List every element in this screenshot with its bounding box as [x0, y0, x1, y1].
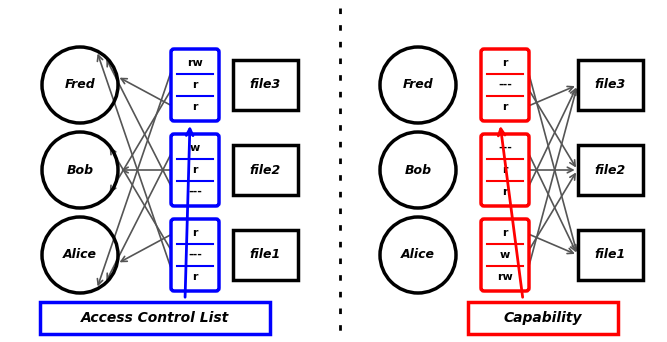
FancyBboxPatch shape	[481, 219, 529, 291]
FancyBboxPatch shape	[481, 134, 529, 206]
Text: r: r	[502, 165, 508, 175]
Text: ---: ---	[498, 80, 512, 90]
Text: w: w	[500, 250, 510, 260]
Bar	[233, 60, 297, 110]
Text: ---: ---	[188, 250, 202, 260]
Text: r: r	[192, 165, 197, 175]
Text: Fred: Fred	[65, 79, 95, 92]
Text: ---: ---	[498, 143, 512, 153]
Text: file3: file3	[594, 79, 626, 92]
Text: r: r	[502, 58, 508, 68]
Text: r: r	[192, 228, 197, 238]
FancyBboxPatch shape	[481, 49, 529, 121]
Text: Bob: Bob	[67, 163, 93, 176]
Text: r: r	[502, 187, 508, 197]
Text: rw: rw	[187, 58, 203, 68]
Text: Fred: Fred	[403, 79, 434, 92]
Text: r: r	[192, 80, 197, 90]
Bar	[578, 145, 642, 195]
Bar	[233, 145, 297, 195]
Text: file2: file2	[249, 163, 281, 176]
Text: ---: ---	[188, 187, 202, 197]
FancyBboxPatch shape	[171, 219, 219, 291]
Text: r: r	[192, 272, 197, 282]
Text: file3: file3	[249, 79, 281, 92]
Bar	[578, 60, 642, 110]
Bar	[40, 302, 270, 334]
Text: Alice: Alice	[401, 249, 435, 262]
Bar	[233, 230, 297, 280]
Text: Access Control List: Access Control List	[81, 311, 229, 325]
Text: file2: file2	[594, 163, 626, 176]
Text: r: r	[502, 228, 508, 238]
Text: file1: file1	[249, 249, 281, 262]
Text: rw: rw	[497, 272, 513, 282]
Text: w: w	[190, 143, 200, 153]
Text: Bob: Bob	[404, 163, 432, 176]
FancyBboxPatch shape	[171, 49, 219, 121]
Text: r: r	[192, 102, 197, 112]
FancyBboxPatch shape	[171, 134, 219, 206]
Text: Alice: Alice	[63, 249, 97, 262]
Text: r: r	[502, 102, 508, 112]
Bar	[578, 230, 642, 280]
Text: Capability: Capability	[504, 311, 582, 325]
Bar	[468, 302, 618, 334]
Text: file1: file1	[594, 249, 626, 262]
